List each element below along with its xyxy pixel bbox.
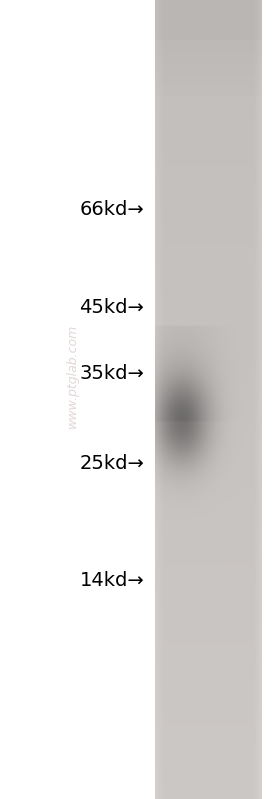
Text: 14kd→: 14kd→ xyxy=(80,570,144,590)
Text: 66kd→: 66kd→ xyxy=(80,200,144,219)
Text: www.ptglab.com: www.ptglab.com xyxy=(66,324,79,427)
Text: 25kd→: 25kd→ xyxy=(79,454,144,473)
Text: 35kd→: 35kd→ xyxy=(79,364,144,384)
Text: 45kd→: 45kd→ xyxy=(79,298,144,317)
